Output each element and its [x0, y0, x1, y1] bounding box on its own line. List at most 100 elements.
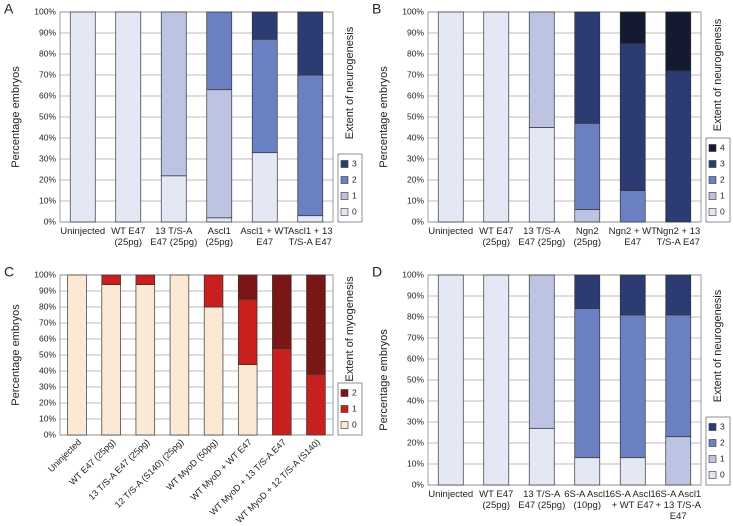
y-tick-label: 90% [39, 285, 56, 295]
x-tick-label-box: 13 T/S-A E47 (25pg) [150, 226, 198, 248]
bar-segment [619, 314, 646, 459]
legend-swatch [708, 176, 717, 184]
legend-label: 1 [352, 403, 357, 413]
bar-segment [297, 74, 324, 217]
y-tick-label: 30% [407, 153, 424, 163]
y-tick-label: 20% [39, 397, 56, 407]
y-tick-label: 40% [39, 132, 56, 142]
bar-segment [237, 298, 258, 365]
y-tick-label: 10% [407, 195, 424, 205]
bar-segment [206, 89, 233, 219]
legend-swatch [340, 421, 349, 429]
x-tick-label: 13 T/S-A E47 (25pg) [518, 489, 566, 511]
y-tick-label: 100% [402, 269, 424, 279]
y-tick-label: 10% [39, 195, 56, 205]
y-tick-label: 10% [407, 458, 424, 468]
x-tick-label: WT E47 (25pg) [111, 226, 146, 248]
legend-swatch [708, 471, 717, 479]
legend-swatch [708, 160, 717, 168]
y-tick-label: 60% [39, 333, 56, 343]
y-tick-label: 100% [34, 269, 56, 279]
y-tick-label: 60% [39, 90, 56, 100]
bar-segment [272, 348, 292, 436]
legend-label: 2 [352, 387, 357, 397]
bar-segment [574, 308, 601, 459]
y-axis-label: Percentage embryos [10, 304, 22, 406]
y-tick-label: 30% [39, 381, 56, 391]
x-tick-label: 6S-A Ascl1 (10pg) [564, 489, 611, 511]
bar-segment [297, 215, 324, 223]
bar-segment [67, 274, 87, 436]
bar-segment [203, 306, 224, 436]
bar-segment [306, 274, 326, 375]
x-tick-label: 13 T/S-A E47 (25pg) [518, 226, 566, 248]
x-tick-label: Ngn2 + WT E47 [608, 226, 657, 248]
bar-segment [101, 274, 121, 285]
x-tick-label-box: Ascl1 + 13 T/S-A E47 [288, 226, 333, 248]
x-tick-label-box: 6S-A Ascl1 + WT E47 [610, 489, 656, 511]
x-tick-label: 12 T/S-A (S140) (25pg) [113, 437, 186, 510]
bar-segment [101, 284, 121, 436]
legend-swatch [708, 423, 717, 431]
y-tick-label: 30% [407, 416, 424, 426]
bar-segment [665, 436, 692, 486]
y-tick-label: 70% [407, 69, 424, 79]
legend-label: 2 [352, 174, 357, 184]
x-tick-label-box: WT E47 (25pg) [479, 226, 514, 248]
x-tick-label: 13 T/S-A E47 (25pg) [86, 437, 151, 502]
bar-segment [437, 274, 464, 486]
legend-swatch [340, 192, 349, 200]
legend-title: Extent of myogenesis [344, 276, 356, 382]
x-tick-label-box: Ngn2 + 13 T/S-A E47 [656, 226, 701, 248]
x-tick-label: WT MyoD + WT E47 [188, 437, 253, 502]
bar-segment [574, 457, 601, 486]
y-tick-label: 0% [412, 216, 425, 226]
x-tick-label: Uninjected [60, 226, 106, 237]
legend-label: 1 [352, 190, 357, 200]
y-tick-label: 70% [39, 69, 56, 79]
legend-label: 3 [720, 421, 725, 431]
x-tick-label: Ascl1 + WT E47 [240, 226, 290, 248]
bar-segment [169, 274, 190, 436]
bar-segment [160, 175, 187, 223]
bar-segment [619, 43, 646, 191]
y-tick-label: 70% [39, 317, 56, 327]
y-tick-label: 0% [44, 216, 57, 226]
x-tick-label: Uninjected [428, 489, 474, 500]
legend-label: 0 [352, 419, 357, 429]
x-tick-label: 13 T/S-A E47 (25pg) [150, 226, 198, 248]
plot-frame [427, 274, 702, 486]
y-tick-label: 80% [39, 301, 56, 311]
bar-segment [528, 427, 555, 486]
x-tick-label-box: Ascl1 (25pg) [206, 226, 233, 248]
y-tick-label: 40% [407, 395, 424, 405]
legend-label: 3 [720, 158, 725, 168]
bar-segment [528, 274, 555, 429]
x-tick-label-box: WT E47 (25pg) [111, 226, 146, 248]
plot-frame [427, 11, 702, 223]
legend-title: Extent of neurogenesis [712, 289, 724, 402]
legend-swatch [708, 208, 717, 216]
y-tick-label: 70% [407, 332, 424, 342]
y-tick-label: 90% [407, 27, 424, 37]
x-tick-label: WT E47 (25pg) [479, 226, 514, 248]
bar-segment [160, 11, 187, 177]
legend-swatch [708, 192, 717, 200]
x-tick-label-box: 6S-A Ascl1 (10pg) [564, 489, 611, 511]
legend-label: 0 [720, 206, 725, 216]
y-tick-label: 50% [407, 374, 424, 384]
y-tick-label: 40% [407, 132, 424, 142]
y-tick-label: 50% [407, 111, 424, 121]
x-tick-label-box: Ngn2 + WT E47 [608, 226, 657, 248]
bar-segment [115, 11, 142, 223]
bar-segment [665, 314, 692, 438]
bar-segment [528, 11, 555, 128]
bar-segment [272, 274, 292, 349]
x-tick-label: WT E47 (25pg) [479, 489, 514, 511]
x-tick-label: Ngn2 + 13 T/S-A E47 [656, 226, 701, 248]
legend-swatch [340, 176, 349, 184]
y-tick-label: 60% [407, 90, 424, 100]
bar-segment [135, 284, 156, 436]
bar-segment [237, 364, 258, 436]
y-tick-label: 90% [39, 27, 56, 37]
